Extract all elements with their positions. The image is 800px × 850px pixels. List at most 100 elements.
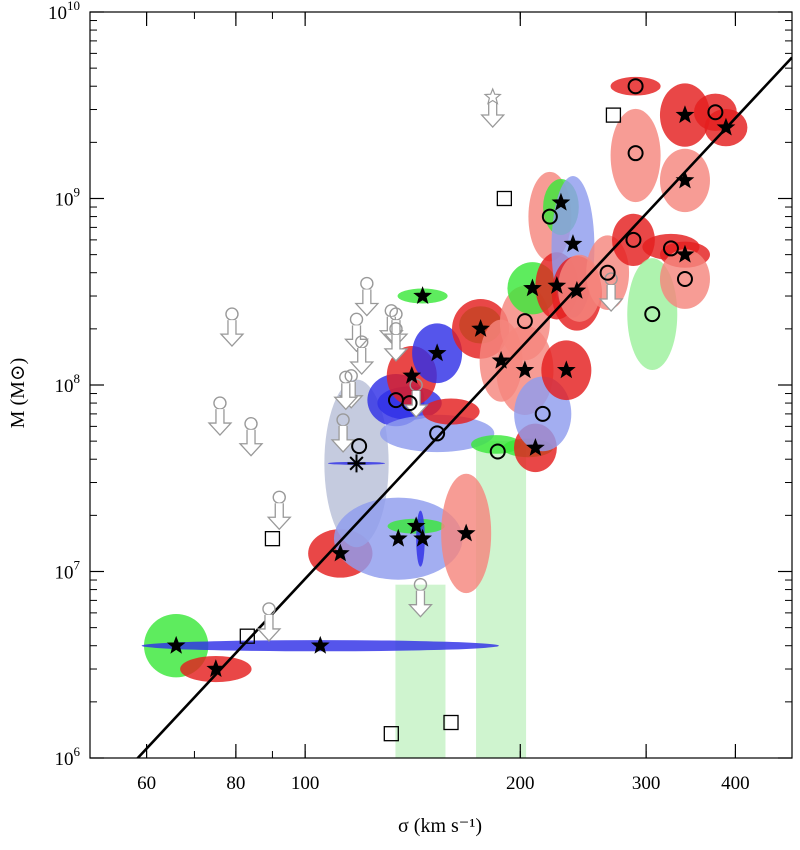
circle-point [401,395,418,412]
star-point [402,365,422,384]
upper-limit-marker [333,370,359,411]
star-point [471,319,490,337]
upper-limit-marker [219,307,245,348]
circle-point [627,78,644,95]
star-point [526,438,545,456]
circle-point [627,145,644,162]
asterisk-stroke [349,456,364,471]
upper-limit-arrow [256,614,282,642]
upper-limit-arrow [266,503,292,531]
star-point [406,516,426,535]
upper-limit-arrow [354,289,380,317]
error-band [476,441,527,758]
star-point [456,523,476,542]
upper-limit-marker [256,602,282,642]
open-star-arrow [480,103,506,128]
star-point [491,350,511,369]
star-point [310,635,330,654]
star-point [166,635,186,654]
x-tick-label: 80 [226,773,245,794]
upper-limit-arrow [238,429,264,457]
plot-area [136,56,792,758]
y-tick-label: 106 [55,744,81,770]
star-point [515,360,535,379]
asterisk-point [347,454,366,473]
y-axis-title: M (M⊙) [7,358,29,429]
x-tick-label: 200 [506,773,535,794]
circle-point [351,438,368,455]
star-point [413,286,432,304]
x-tick-label: 100 [291,773,320,794]
axis-ticks: 106 107 108 109 1010 60 80 100 200 300 400 [48,0,792,794]
star-point [675,105,695,124]
star-point [563,234,583,252]
upper-limit-circle [244,417,258,431]
circle-point [676,271,693,288]
circle-point [625,231,642,248]
star-point [523,278,542,297]
error-ellipse [612,213,655,266]
circle-point [489,443,506,460]
y-tick-label: 108 [55,371,81,397]
star-point [675,170,695,189]
square-point [443,714,459,731]
upper-limit-circle [225,307,239,321]
upper-limit-arrow [598,285,624,312]
upper-limit-arrow [330,425,356,453]
square-point [496,190,513,207]
error-ellipse [659,249,710,309]
upper-limit-circle [360,276,374,291]
circle-point [644,306,661,323]
circle-point [662,240,679,257]
square-point [239,628,255,644]
circle-point [516,313,533,330]
y-tick-label: 109 [55,185,81,211]
star-point [567,280,587,299]
y-tick-label: 1010 [48,0,80,24]
upper-limit-marker [330,413,356,453]
error-ellipse [422,398,480,425]
y-tick-label: 107 [55,558,81,584]
square-point [383,726,399,742]
fit-line [136,56,792,758]
error-ellipse [610,76,661,96]
upper-limit-marker [238,417,264,457]
error-ellipse [379,414,495,453]
upper-limit-circle [262,602,276,616]
upper-limit-arrow [333,383,359,411]
upper-limit-marker [383,322,409,362]
star-point [427,343,447,362]
x-axis-title: σ (km s⁻¹) [398,815,482,837]
upper-limit-circle [349,312,364,327]
upper-limit-circle [213,396,227,410]
star-point [716,117,736,136]
upper-limit-arrow [219,320,245,348]
upper-limit-marker [349,335,375,375]
upper-limit-marker [407,577,433,618]
star-point [547,276,567,294]
circle-point [599,264,616,281]
upper-limit-marker [354,276,380,317]
upper-limit-marker [266,490,292,531]
square-point [264,531,281,547]
upper-limit-arrow [349,348,375,375]
star-point [388,528,408,547]
upper-limit-arrow [407,590,433,618]
star-point [206,659,226,677]
star-point [675,244,695,263]
upper-limit-marker [207,396,233,437]
square-point [605,107,622,123]
upper-limit-circle [272,490,286,504]
x-tick-label: 60 [137,773,156,794]
open-star-point [483,87,502,105]
circle-point [707,104,724,121]
upper-limit-arrow [207,409,233,437]
x-tick-label: 300 [632,773,661,794]
circle-point [541,208,558,225]
star-point [413,528,432,547]
open-star-limit-marker [480,87,506,128]
star-point [551,192,571,211]
circle-point [534,405,551,422]
star-point [556,360,576,379]
